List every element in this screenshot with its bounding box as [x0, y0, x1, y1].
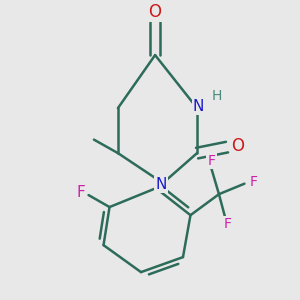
Text: N: N — [156, 177, 167, 192]
Text: F: F — [77, 184, 85, 200]
Text: O: O — [148, 3, 162, 21]
Text: H: H — [212, 89, 222, 103]
Text: F: F — [249, 175, 257, 189]
Text: N: N — [193, 99, 204, 114]
Text: F: F — [208, 154, 215, 168]
Text: F: F — [224, 217, 232, 231]
Text: O: O — [231, 136, 244, 154]
